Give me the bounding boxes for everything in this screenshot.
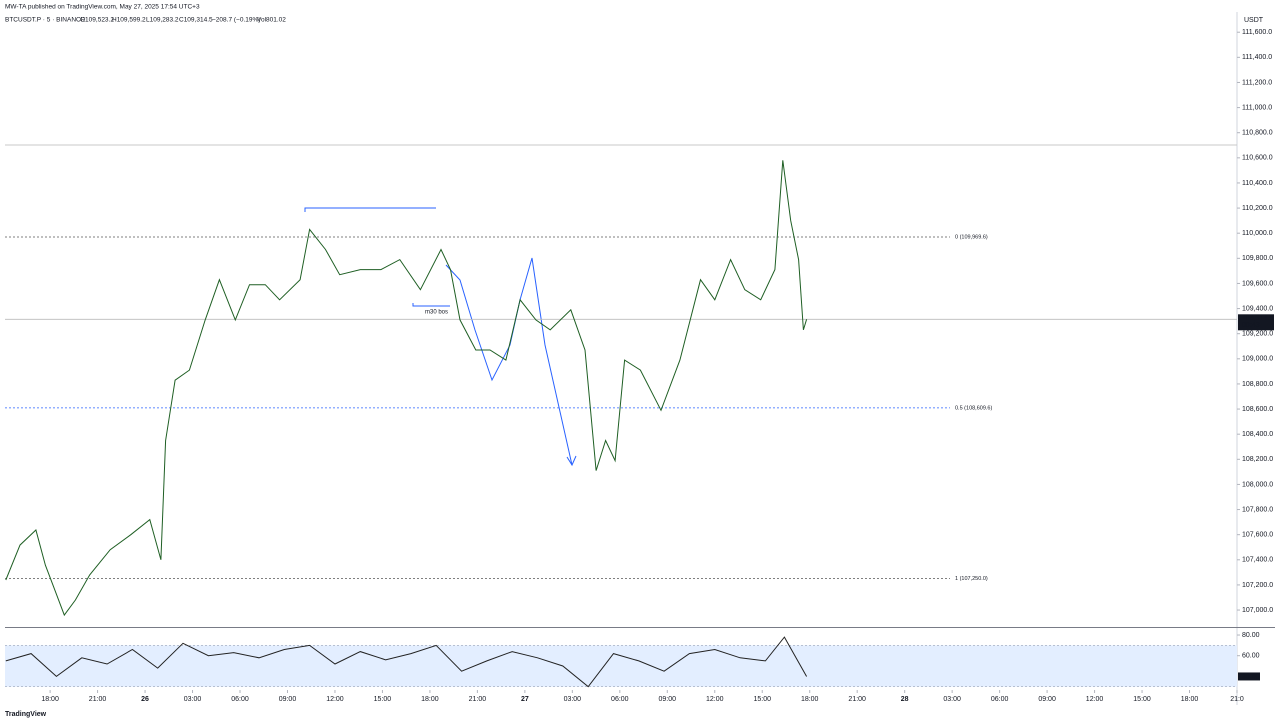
x-tick-label: 18:00 — [421, 696, 439, 703]
x-tick-label: 06:00 — [611, 696, 629, 703]
countdown: 00:43 — [1242, 322, 1260, 329]
x-tick-label: 09:00 — [659, 696, 677, 703]
x-tick-label: 28 — [901, 696, 909, 703]
brand: TradingView — [5, 711, 47, 718]
symbol: BTCUSDT.P · 5 · BINANCE — [5, 17, 86, 24]
y-tick-label: 109,600.0 — [1242, 280, 1273, 287]
y-tick-label: 107,600.0 — [1242, 532, 1273, 539]
y-tick-label: 109,800.0 — [1242, 255, 1273, 262]
bos-line — [412, 303, 450, 307]
rsi-band — [5, 645, 1237, 687]
x-tick-label: 21:00 — [89, 696, 107, 703]
ohlc-low: L109,283.2 — [146, 17, 179, 24]
y-tick-label: 111,600.0 — [1242, 29, 1272, 36]
last-price-box — [1238, 314, 1274, 331]
annotation: m30 bos — [425, 310, 448, 316]
fib-label: 0 (109,969.6) — [955, 234, 988, 240]
x-tick-label: 15:00 — [374, 696, 392, 703]
x-tick-label: 15:00 — [753, 696, 771, 703]
published: MW-TA published on TradingView.com, May … — [5, 4, 200, 11]
x-tick-label: 12:00 — [706, 696, 724, 703]
x-tick-label: 15:00 — [1133, 696, 1151, 703]
ohlc-close: C109,314.5 — [179, 17, 213, 24]
x-tick-label: 12:00 — [1086, 696, 1104, 703]
y-tick-label: 108,800.0 — [1242, 381, 1273, 388]
y-tick-label: 109,400.0 — [1242, 305, 1273, 312]
x-tick-label: 12:00 — [326, 696, 344, 703]
x-tick-label: 26 — [141, 696, 149, 703]
x-tick-label: 03:00 — [184, 696, 202, 703]
y-tick-label: 109,000.0 — [1242, 356, 1273, 363]
last-price-label: 109,314.5 — [1242, 315, 1273, 322]
y-tick-label: 110,400.0 — [1242, 180, 1273, 187]
y-tick-label: 108,600.0 — [1242, 406, 1273, 413]
y-tick-label: 110,600.0 — [1242, 155, 1273, 162]
range-line — [304, 207, 436, 212]
projection-path — [445, 257, 573, 466]
x-tick-label: 18:00 — [801, 696, 819, 703]
x-tick-label: 18:00 — [1181, 696, 1199, 703]
rsi-tick-label: 60.00 — [1242, 653, 1260, 660]
change: −208.7 (−0.19%) — [212, 17, 260, 24]
y-tick-label: 108,000.0 — [1242, 481, 1273, 488]
fib-label: 0.5 (108,609.6) — [955, 405, 992, 411]
y-tick-label: 111,000.0 — [1242, 104, 1272, 111]
ohlc-high: H109,599.2 — [112, 17, 146, 24]
x-tick-label: 21:00 — [469, 696, 487, 703]
x-tick-label: 09:00 — [279, 696, 297, 703]
y-tick-label: 107,200.0 — [1242, 582, 1273, 589]
y-tick-label: 110,200.0 — [1242, 205, 1273, 212]
x-tick-label: 03:00 — [564, 696, 582, 703]
x-tick-label: 06:00 — [991, 696, 1009, 703]
price-line — [5, 160, 808, 617]
price-line — [5, 636, 808, 688]
y-tick-label: 107,400.0 — [1242, 557, 1273, 564]
x-tick-label: 27 — [521, 696, 529, 703]
arrow-head — [566, 455, 577, 467]
x-tick-label: 09:00 — [1038, 696, 1056, 703]
y-tick-label: 108,200.0 — [1242, 456, 1273, 463]
ohlc-open: O109,523.2 — [80, 17, 114, 24]
x-tick-label: 21:00 — [848, 696, 866, 703]
volume: Vol801.02 — [257, 17, 286, 24]
rsi-value-label: 39.90 — [1242, 673, 1260, 680]
y-tick-label: 107,000.0 — [1242, 607, 1273, 614]
x-tick-label: 21:0 — [1230, 696, 1244, 703]
fib-label: 1 (107,250.0) — [955, 576, 988, 582]
drawings — [304, 207, 577, 467]
y-tick-label: 107,800.0 — [1242, 506, 1273, 513]
y-tick-label: 108,400.0 — [1242, 431, 1273, 438]
x-tick-label: 18:00 — [41, 696, 59, 703]
y-tick-label: 110,000.0 — [1242, 230, 1273, 237]
x-tick-label: 03:00 — [943, 696, 961, 703]
y-tick-label: 109,200.0 — [1242, 331, 1273, 338]
rsi-value-box — [1238, 672, 1260, 681]
x-tick-label: 06:00 — [231, 696, 249, 703]
y-tick-label: 110,800.0 — [1242, 130, 1273, 137]
rsi-tick-label: 80.00 — [1242, 632, 1260, 639]
y-tick-label: 111,400.0 — [1242, 54, 1272, 61]
currency: USDT — [1244, 17, 1264, 24]
y-tick-label: 111,200.0 — [1242, 79, 1272, 86]
